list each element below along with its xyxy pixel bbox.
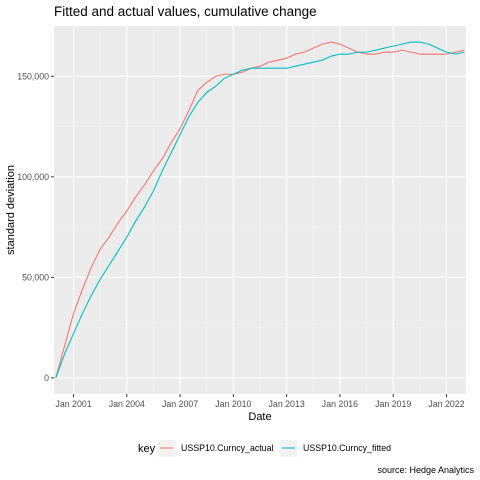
chart-title: Fitted and actual values, cumulative cha… (54, 4, 317, 19)
y-axis: 0 50,000 100,000 150,000 (17, 71, 54, 383)
x-tick-label: Jan 2010 (215, 399, 251, 409)
chart-caption: source: Hedge Analytics (377, 465, 474, 475)
legend-label-2: USSP10.Curncy_fitted (303, 443, 391, 453)
legend-title: key (138, 443, 156, 455)
series-line-1 (55, 41, 465, 379)
series-line-2 (55, 41, 465, 379)
grid-minor (54, 26, 466, 394)
y-tick-label: 50,000 (22, 272, 49, 282)
x-tick-label: Jan 2019 (375, 399, 411, 409)
x-axis: Jan 2001 Jan 2004 Jan 2007 Jan 2010 Jan 2013… (55, 394, 465, 409)
x-tick-label: Jan 2001 (55, 399, 91, 409)
legend: key USSP10.Curncy_actual USSP10.Curncy_fit… (138, 440, 391, 457)
y-tick-label: 100,000 (17, 172, 49, 182)
x-tick-label: Jan 2016 (322, 399, 358, 409)
y-tick-label: 0 (44, 373, 49, 383)
legend-label-1: USSP10.Curncy_actual (181, 443, 273, 453)
x-tick-label: Jan 2004 (109, 399, 145, 409)
x-axis-label: Date (248, 411, 271, 423)
x-tick-label: Jan 2013 (269, 399, 305, 409)
y-tick-label: 150,000 (17, 71, 49, 81)
y-axis-label: standard deviation (5, 165, 17, 255)
x-tick-label: Jan 2007 (162, 399, 198, 409)
x-tick-label: Jan 2022 (428, 399, 464, 409)
series-layer (55, 41, 465, 379)
